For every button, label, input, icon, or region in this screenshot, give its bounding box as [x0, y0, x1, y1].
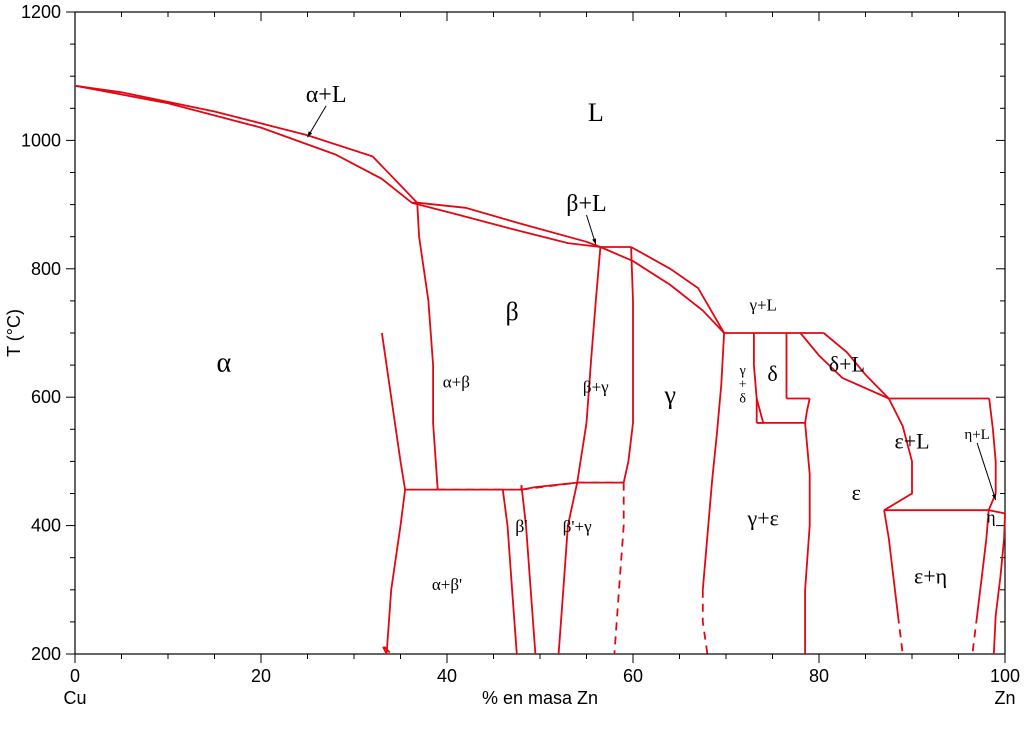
phase-boundary	[521, 485, 535, 654]
phase-boundary	[754, 333, 757, 423]
phase-boundary-dashed	[703, 590, 708, 654]
phase-boundary	[387, 490, 406, 654]
phase-boundary	[382, 333, 405, 490]
phase-boundary	[703, 333, 724, 590]
phase-boundary	[577, 247, 600, 483]
region-label: η	[987, 507, 996, 526]
region-label: β+L	[566, 191, 606, 217]
plot-frame	[75, 12, 1005, 654]
x-tick-label: 60	[623, 666, 643, 686]
region-label: β	[505, 297, 518, 326]
phase-boundary	[559, 483, 578, 654]
phase-boundary	[624, 247, 633, 483]
region-label: ε+L	[894, 429, 929, 454]
x-left-end: Cu	[63, 688, 86, 708]
x-tick-label: 100	[990, 666, 1020, 686]
region-label: +	[739, 378, 747, 393]
phase-boundary-dashed	[972, 616, 977, 655]
y-tick-label: 1000	[21, 130, 61, 150]
x-right-end: Zn	[994, 688, 1015, 708]
phase-boundary	[417, 203, 438, 490]
region-label: ε	[852, 480, 861, 505]
region-label: δ	[739, 392, 746, 407]
y-tick-label: 400	[31, 516, 61, 536]
y-axis-title: T (°C)	[4, 309, 24, 357]
region-label: L	[588, 98, 604, 127]
region-label: γ+ε	[747, 506, 779, 531]
phase-boundary	[884, 510, 898, 615]
x-tick-label: 40	[437, 666, 457, 686]
region-label: β'+γ	[563, 517, 592, 536]
phase-diagram-chart: 0 20 40 60 80 100 200 400 600 800 1000 1200 % en mas…	[0, 0, 1024, 736]
x-tick-label: 0	[70, 666, 80, 686]
phase-boundary	[75, 86, 412, 203]
phase-boundary	[600, 247, 724, 333]
x-tick-label: 20	[251, 666, 271, 686]
phase-boundary	[75, 86, 417, 203]
x-axis-title: % en masa Zn	[482, 688, 598, 708]
region-label: β+γ	[583, 378, 609, 397]
phase-boundary	[994, 513, 1005, 654]
y-tick-label: 800	[31, 259, 61, 279]
region-label: η+L	[964, 427, 989, 443]
region-label: α+β'	[432, 575, 462, 594]
phase-boundary	[989, 399, 996, 511]
region-label: β'	[515, 516, 527, 536]
y-tick-label: 1200	[21, 2, 61, 22]
region-label: α+L	[306, 82, 347, 108]
phase-boundary	[884, 399, 912, 511]
phase-boundary-dashed	[614, 483, 623, 654]
region-label: δ+L	[829, 352, 865, 377]
y-tick-label: 600	[31, 387, 61, 407]
region-label: γ	[739, 364, 746, 379]
phase-boundary	[757, 399, 764, 423]
region-label: γ	[663, 381, 676, 410]
phase-boundary	[805, 399, 810, 423]
phase-boundary	[805, 423, 810, 654]
region-label: ε+η	[914, 563, 947, 588]
phase-boundary-dashed	[898, 616, 903, 655]
region-label: α+β	[443, 373, 470, 392]
phase-boundary	[503, 490, 517, 654]
chart-svg: 0 20 40 60 80 100 200 400 600 800 1000 1200 % en mas…	[0, 0, 1024, 736]
region-label: δ	[767, 361, 777, 386]
region-label: α	[216, 348, 231, 379]
y-tick-label: 200	[31, 644, 61, 664]
x-tick-label: 80	[809, 666, 829, 686]
label-arrow	[977, 443, 996, 500]
region-label: γ+L	[748, 296, 776, 315]
